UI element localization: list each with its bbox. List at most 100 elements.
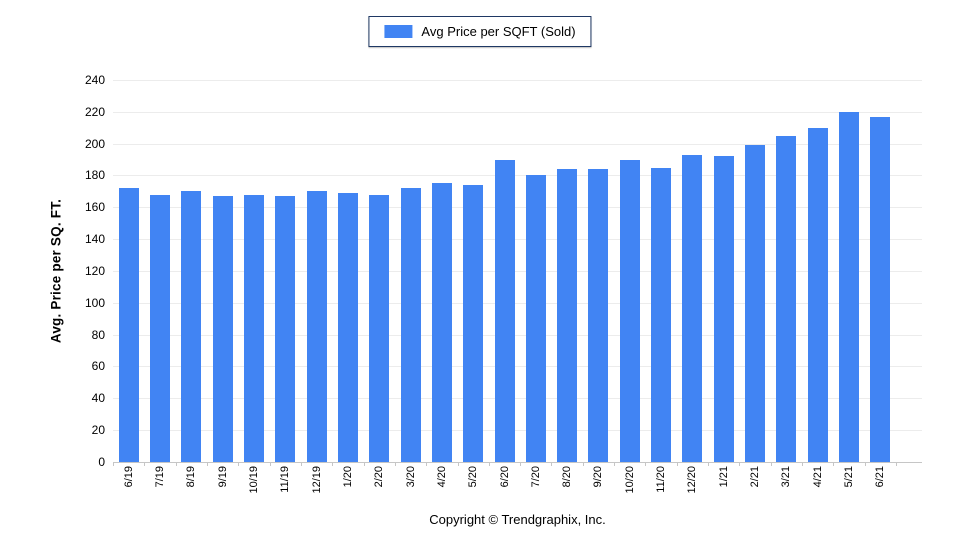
gridline-180 [113,175,922,176]
x-tick-label: 5/21 [843,466,855,488]
bar-7/20 [526,175,546,462]
x-axis-line [113,462,922,463]
x-tick-label: 3/21 [780,466,792,488]
x-tick-label: 10/19 [248,466,260,494]
x-tick-label: 6/20 [499,466,511,488]
x-tick-label: 11/20 [655,466,667,493]
gridline-60 [113,366,922,367]
gridline-140 [113,239,922,240]
x-tick-label: 12/19 [311,466,323,494]
gridline-200 [113,144,922,145]
bar-4/20 [432,183,452,462]
x-axis-tick [207,462,208,466]
x-axis-tick [458,462,459,466]
x-axis-tick [301,462,302,466]
bar-10/19 [244,195,264,462]
x-axis-tick [802,462,803,466]
x-tick-label: 7/19 [154,466,166,488]
bar-2/21 [745,145,765,462]
x-tick-label: 5/20 [467,466,479,488]
bar-1/21 [714,156,734,462]
bar-9/19 [213,196,233,462]
bar-9/20 [588,169,608,462]
x-tick-label: 1/20 [342,466,354,488]
gridline-120 [113,271,922,272]
legend-swatch-icon [384,25,413,38]
y-tick-label: 180 [84,168,105,182]
x-axis-tick [865,462,866,466]
bar-3/20 [401,188,421,462]
x-tick-label: 10/20 [624,466,636,494]
bar-6/19 [119,188,139,462]
y-tick-label: 120 [84,264,105,278]
bar-8/19 [181,191,201,462]
x-tick-label: 7/20 [530,466,542,488]
x-axis-tick [833,462,834,466]
y-axis-tick-labels: 0 20 40 60 80 100 120 140 160 180 200 220 240 [0,73,105,469]
gridline-160 [113,207,922,208]
gridline-80 [113,335,922,336]
y-tick-label: 200 [84,137,105,151]
bar-10/20 [620,160,640,462]
x-axis-tick [520,462,521,466]
x-axis-tick [426,462,427,466]
x-axis-tick [364,462,365,466]
gridline-240 [113,80,922,81]
y-tick-label: 40 [91,391,105,405]
x-axis-tick [144,462,145,466]
x-tick-label: 6/21 [874,466,886,488]
bar-4/21 [808,128,828,462]
x-axis-tick [395,462,396,466]
x-tick-label: 11/19 [279,466,291,493]
bar-8/20 [557,169,577,462]
bar-12/20 [682,155,702,462]
x-tick-label: 1/21 [718,466,730,488]
bar-2/20 [369,195,389,462]
bar-5/20 [463,185,483,462]
x-tick-label: 4/20 [436,466,448,488]
bar-1/20 [338,193,358,462]
x-tick-label: 4/21 [812,466,824,488]
x-axis-tick [739,462,740,466]
y-tick-label: 100 [84,296,105,310]
x-axis-tick [645,462,646,466]
bar-7/19 [150,195,170,462]
x-axis-tick [489,462,490,466]
x-axis-tick [238,462,239,466]
x-tick-label: 3/20 [405,466,417,488]
y-tick-label: 60 [91,359,105,373]
y-tick-label: 20 [91,423,105,437]
y-tick-label: 0 [98,455,105,469]
gridline-20 [113,430,922,431]
gridline-220 [113,112,922,113]
x-tick-label: 9/20 [592,466,604,488]
bar-6/20 [495,160,515,462]
x-axis-tick [332,462,333,466]
x-axis-tick [896,462,897,466]
y-tick-label: 220 [84,105,105,119]
plot-area [113,80,922,466]
x-tick-label: 12/20 [686,466,698,494]
bar-5/21 [839,112,859,462]
x-tick-label: 2/20 [373,466,385,488]
gridline-40 [113,398,922,399]
legend-label: Avg Price per SQFT (Sold) [421,24,576,39]
x-axis-tick-labels: 6/19 7/19 8/19 9/19 10/19 11/19 12/19 1/20 2/20 3… [113,466,922,512]
x-axis-tick [113,462,114,466]
x-tick-label: 9/19 [217,466,229,488]
y-tick-label: 140 [84,232,105,246]
x-axis-tick [551,462,552,466]
gridline-100 [113,303,922,304]
bar-3/21 [776,136,796,462]
bar-11/19 [275,196,295,462]
bar-11/20 [651,168,671,462]
y-tick-label: 240 [84,73,105,87]
x-tick-label: 8/19 [185,466,197,488]
x-axis-tick [614,462,615,466]
x-axis-tick [270,462,271,466]
x-axis-tick [176,462,177,466]
x-tick-label: 8/20 [561,466,573,488]
y-tick-label: 160 [84,200,105,214]
legend: Avg Price per SQFT (Sold) [368,16,592,47]
